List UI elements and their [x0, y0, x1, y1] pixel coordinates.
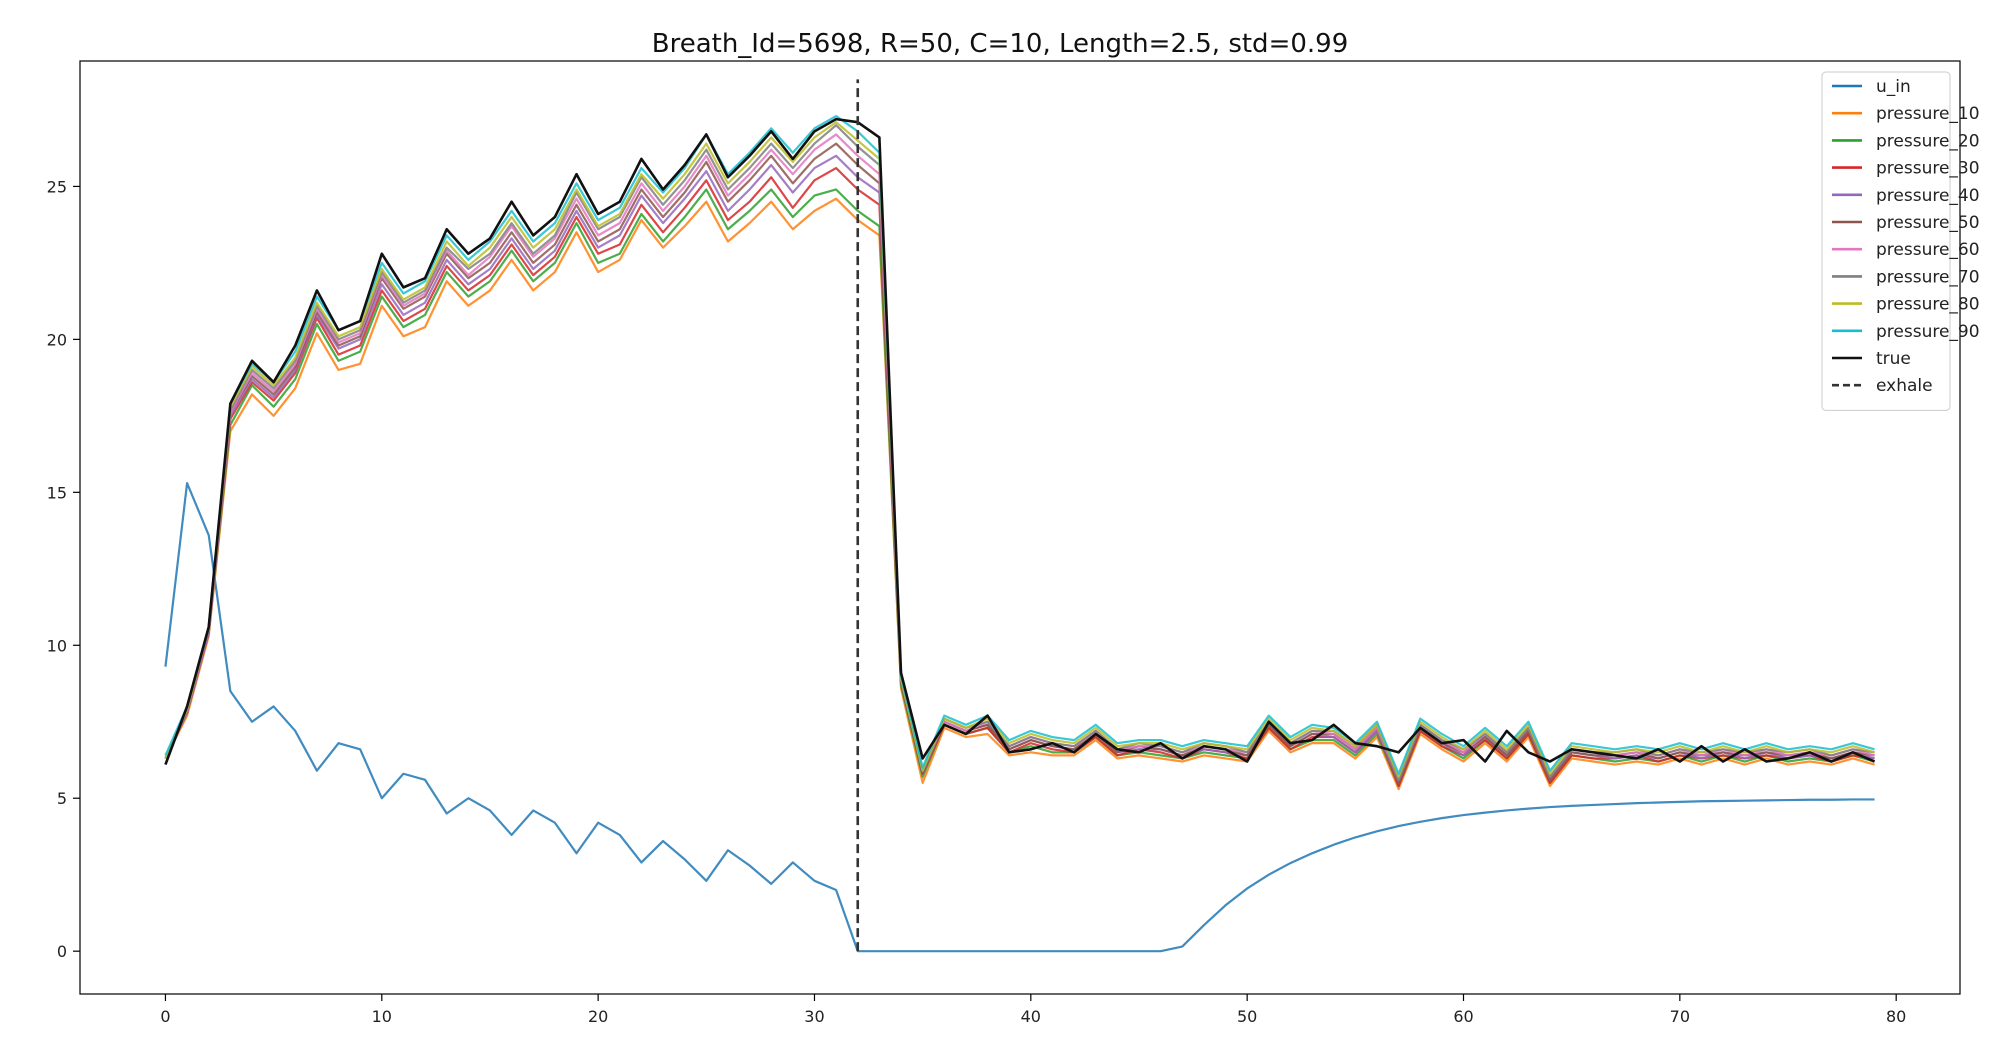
- y-tick-label: 10: [47, 636, 67, 655]
- x-tick-label: 80: [1886, 1007, 1906, 1026]
- x-tick-label: 40: [1021, 1007, 1041, 1026]
- legend-label-pressure-10: pressure_10: [1876, 104, 1980, 124]
- axis-ticks: 0 10 20 30 40 50 60 70 80 0 5 10 15 20 25: [47, 177, 1907, 1026]
- y-tick-label: 15: [47, 483, 67, 502]
- series-line-pressure-10: [164, 197, 1875, 791]
- y-tick-label: 0: [57, 942, 67, 961]
- series-line-pressure-90: [164, 114, 1875, 775]
- series-line-u-in: [164, 482, 1875, 953]
- legend-label-pressure-50: pressure_50: [1876, 213, 1980, 233]
- legend-label-exhale: exhale: [1876, 376, 1933, 396]
- legend-label-pressure-20: pressure_20: [1876, 131, 1980, 151]
- y-tick-label: 20: [47, 330, 67, 349]
- series-line-pressure-30: [164, 166, 1875, 788]
- x-tick-label: 50: [1237, 1007, 1257, 1026]
- legend-label-pressure-30: pressure_30: [1876, 159, 1980, 179]
- x-tick-label: 60: [1453, 1007, 1473, 1026]
- y-tick-label: 5: [57, 789, 67, 808]
- x-tick-label: 30: [804, 1007, 824, 1026]
- y-tick-label: 25: [47, 177, 67, 196]
- axes-frame: [79, 60, 1961, 995]
- x-tick-label: 70: [1670, 1007, 1690, 1026]
- x-tick-label: 0: [160, 1007, 170, 1026]
- legend-label-pressure-70: pressure_70: [1876, 267, 1980, 287]
- x-tick-label: 20: [588, 1007, 608, 1026]
- chart-title: Breath_Id=5698, R=50, C=10, Length=2.5, …: [652, 29, 1349, 59]
- legend: u_in pressure_10 pressure_20 pressure_30pre…: [1821, 71, 1980, 411]
- series-line-pressure-50: [164, 142, 1875, 785]
- series-line-true: [164, 117, 1876, 766]
- legend-box: [1821, 71, 1951, 411]
- legend-label-pressure-40: pressure_40: [1876, 186, 1980, 206]
- legend-label-true: true: [1876, 349, 1911, 369]
- legend-label-pressure-60: pressure_60: [1876, 240, 1980, 260]
- series-line-pressure-80: [164, 121, 1875, 778]
- plot-area: [164, 79, 1876, 953]
- legend-label-u-in: u_in: [1876, 77, 1911, 97]
- x-tick-label: 10: [372, 1007, 392, 1026]
- legend-label-pressure-80: pressure_80: [1876, 295, 1980, 315]
- legend-label-pressure-90: pressure_90: [1876, 322, 1980, 342]
